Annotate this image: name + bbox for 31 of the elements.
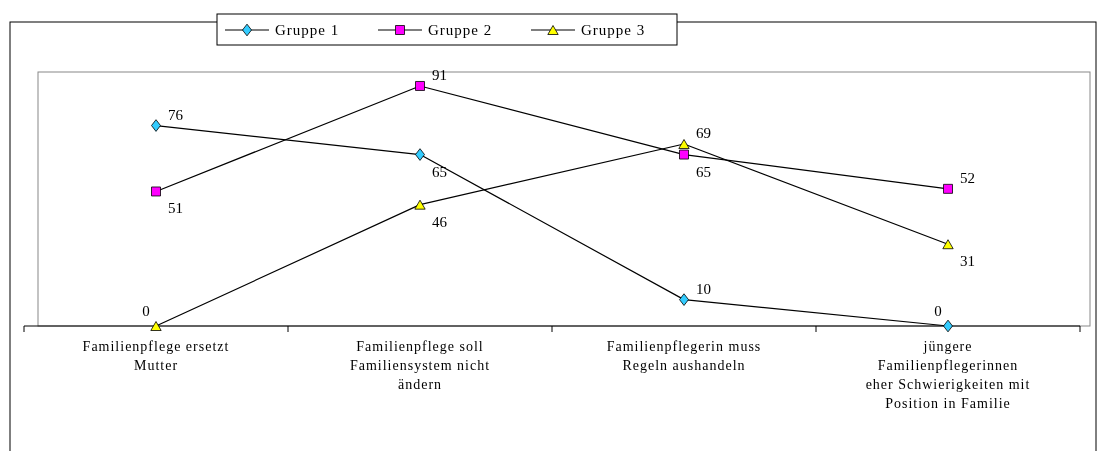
point xyxy=(943,183,953,194)
data-label: 91 xyxy=(432,66,447,83)
point xyxy=(150,321,162,331)
data-label: 51 xyxy=(168,200,183,217)
x-tick-label: Familienpflege ersetzt Mutter xyxy=(82,339,230,373)
point xyxy=(151,119,161,132)
x-tick-label: jüngere Familienpflegerinnen eher Schwierigkeiten mit Position in Familie xyxy=(865,339,1031,411)
legend-label: Gruppe 3 xyxy=(581,22,646,38)
data-label: 65 xyxy=(432,163,447,180)
x-tick-label: Familienpflege soll Familiensystem nicht ändern xyxy=(349,339,491,392)
data-label: 10 xyxy=(696,280,711,297)
data-label: 69 xyxy=(696,125,711,141)
point xyxy=(679,149,689,160)
point xyxy=(943,319,953,333)
point xyxy=(942,239,954,250)
point xyxy=(678,139,690,149)
point xyxy=(415,148,425,161)
legend-label: Gruppe 1 xyxy=(275,22,340,38)
point xyxy=(415,81,425,91)
data-label: 65 xyxy=(696,163,711,180)
data-label: 0 xyxy=(934,303,942,319)
point xyxy=(151,186,161,197)
x-tick-label: Familienpflegerin muss Regeln aushandeln xyxy=(606,339,762,373)
data-label: 0 xyxy=(142,303,150,319)
point xyxy=(414,199,426,210)
data-label: 52 xyxy=(960,169,975,186)
data-label: 46 xyxy=(432,213,448,230)
legend-label: Gruppe 2 xyxy=(428,22,493,38)
data-label: 76 xyxy=(168,106,184,123)
point xyxy=(679,293,689,306)
data-label: 31 xyxy=(960,253,975,270)
